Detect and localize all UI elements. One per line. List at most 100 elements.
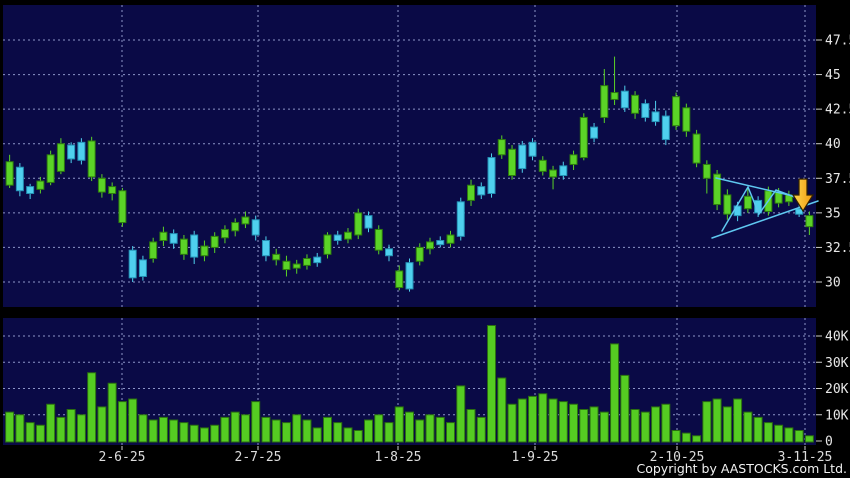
candle <box>508 145 517 180</box>
candle-body <box>56 143 65 172</box>
volume-bar <box>363 419 373 443</box>
candle-body <box>395 270 404 289</box>
volume-bar <box>640 411 650 443</box>
candle <box>569 150 578 170</box>
candle <box>333 230 342 245</box>
candle-body <box>487 157 496 194</box>
volume-bar <box>210 424 220 443</box>
candle <box>723 189 732 220</box>
candle-body <box>426 241 435 250</box>
candle <box>210 232 219 253</box>
candle-body <box>179 238 188 255</box>
volume-bar <box>456 385 466 443</box>
volume-bar <box>199 427 209 443</box>
candle-body <box>641 103 650 118</box>
volume-bar <box>251 401 261 443</box>
volume-bar <box>271 419 281 443</box>
y-axis-label: 35 <box>825 206 841 221</box>
candle-body <box>46 154 55 183</box>
candle <box>97 174 106 198</box>
volume-bar <box>507 403 517 443</box>
candle-body <box>138 259 147 277</box>
candle <box>631 91 640 119</box>
volume-bar <box>46 403 56 443</box>
candle <box>405 258 414 292</box>
candle <box>302 254 311 270</box>
candle <box>467 179 476 206</box>
candle <box>190 230 199 265</box>
candle <box>713 169 722 211</box>
candle <box>600 69 609 123</box>
candle-body <box>374 228 383 251</box>
y-axis-label: 40 <box>825 137 841 152</box>
candle-body <box>692 133 701 164</box>
candle-body <box>149 241 158 259</box>
y-axis-label: 37.5 <box>825 172 850 187</box>
candle-body <box>672 96 681 127</box>
copyright-text: Copyright by AASTOCKS.com Ltd. <box>636 461 848 476</box>
volume-bar <box>743 411 753 443</box>
candle-body <box>600 85 609 118</box>
x-axis-label: 2-7-25 <box>235 450 282 465</box>
volume-axis-label: 0 <box>825 435 833 450</box>
y-axis-label: 30 <box>825 276 841 291</box>
volume-bar <box>281 422 291 443</box>
candle-body <box>631 94 640 114</box>
candle <box>528 138 537 161</box>
candle <box>354 208 363 240</box>
candle <box>138 255 147 281</box>
candle <box>743 187 752 213</box>
candle <box>241 211 250 229</box>
volume-bar <box>179 422 189 443</box>
volume-bar <box>610 343 620 443</box>
volume-bar <box>753 416 763 443</box>
candle-body <box>610 92 619 100</box>
candle-body <box>364 215 373 229</box>
candle-body <box>446 234 455 244</box>
candle <box>159 226 168 247</box>
volume-bar <box>128 398 138 443</box>
candle-body <box>456 201 465 237</box>
candle <box>415 243 424 266</box>
candle <box>46 150 55 186</box>
volume-bar <box>148 419 158 443</box>
candle <box>436 236 445 248</box>
volume-bar <box>261 416 271 443</box>
candle <box>364 211 373 233</box>
volume-bar <box>169 419 179 443</box>
candle-body <box>15 166 24 192</box>
volume-bar <box>97 406 107 443</box>
candle <box>651 100 660 126</box>
candle <box>610 56 619 105</box>
candle-body <box>36 180 45 190</box>
candle-body <box>579 116 588 159</box>
candle-body <box>518 144 527 170</box>
price-panel <box>3 5 816 307</box>
volume-bar <box>794 430 804 443</box>
candle <box>169 229 178 249</box>
candle-body <box>549 169 558 178</box>
volume-bar <box>138 414 148 443</box>
volume-bar <box>661 403 671 443</box>
volume-bar <box>15 414 25 443</box>
candle-body <box>87 140 96 178</box>
volume-bar <box>292 414 302 443</box>
candle <box>672 92 681 130</box>
candle <box>395 265 404 291</box>
candle <box>538 156 547 176</box>
candle <box>477 182 486 200</box>
candle-body <box>569 154 578 165</box>
candle <box>590 122 599 143</box>
candle <box>272 248 281 266</box>
volume-axis-label: 10K <box>825 408 849 423</box>
volume-bar <box>681 432 691 443</box>
down-arrow-annotation <box>791 178 815 213</box>
candle <box>149 237 158 263</box>
volume-bar <box>446 422 456 443</box>
candle-body <box>805 215 814 228</box>
candle <box>118 187 127 227</box>
candle <box>641 99 650 122</box>
candle-body <box>302 257 311 266</box>
volume-axis-label: 30K <box>825 356 849 371</box>
